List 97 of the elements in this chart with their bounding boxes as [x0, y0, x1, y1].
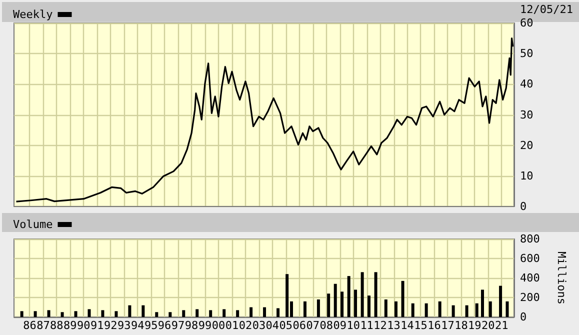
bar — [88, 309, 91, 317]
bar — [286, 274, 289, 317]
x-tick-label: 88 — [50, 319, 64, 332]
bar — [74, 311, 78, 317]
x-tick-label: 13 — [387, 319, 400, 332]
x-tick-label: 92 — [104, 319, 118, 332]
y-tick-label: 600 — [520, 252, 540, 265]
bar — [424, 303, 428, 317]
x-tick-label: 87 — [36, 319, 50, 332]
bar — [340, 292, 344, 317]
x-tick-label: 16 — [428, 319, 441, 332]
x-tick-label: 00 — [212, 319, 226, 332]
bar — [360, 272, 364, 317]
x-tick-label: 11 — [360, 319, 374, 332]
x-tick-label: 04 — [266, 319, 280, 332]
bar — [499, 286, 502, 317]
bar — [367, 296, 370, 317]
bar — [60, 312, 64, 317]
bar — [374, 272, 378, 317]
x-tick-label: 03 — [252, 319, 266, 332]
bar — [327, 294, 330, 317]
x-tick-label: 06 — [292, 319, 306, 332]
bar — [155, 312, 158, 317]
bar — [263, 307, 266, 317]
bar — [128, 305, 132, 317]
y-tick-label: 40 — [520, 78, 534, 91]
bar — [209, 310, 212, 317]
bar — [475, 303, 478, 317]
text: 12/05/21 — [520, 3, 574, 16]
x-tick-label: 86 — [23, 319, 36, 332]
x-tick-label: 10 — [346, 319, 360, 332]
bar — [276, 308, 280, 317]
bar — [316, 299, 320, 317]
legend-label: Weekly — [12, 8, 54, 21]
x-tick-label: 99 — [198, 319, 212, 332]
x-tick-label: 91 — [90, 319, 104, 332]
x-tick-label: 15 — [414, 319, 428, 332]
x-tick-label: 98 — [184, 319, 198, 332]
bar — [114, 311, 118, 317]
bar — [411, 303, 414, 317]
y-tick-label: 200 — [520, 291, 540, 304]
bar — [384, 299, 388, 317]
bar — [222, 309, 226, 317]
bar — [481, 290, 484, 317]
bar — [506, 301, 509, 317]
y-tick-label: 0 — [520, 310, 527, 324]
x-tick-label: 18 — [454, 319, 468, 332]
y-tick-label: 10 — [520, 169, 534, 182]
y-axis-title: Millions — [555, 252, 568, 304]
x-tick-label: 20 — [482, 319, 495, 332]
bar — [347, 276, 350, 317]
bar — [182, 310, 186, 317]
y-tick-label: 400 — [520, 272, 540, 284]
line-series — [15, 37, 514, 202]
bar — [250, 307, 253, 317]
x-tick-label: 96 — [158, 319, 172, 332]
bar — [465, 305, 468, 317]
x-tick-label: 01 — [225, 319, 239, 332]
y-tick-label: 60 — [520, 16, 534, 30]
y-tick-label: 30 — [520, 108, 534, 122]
bar — [168, 312, 172, 317]
x-tick-label: 97 — [171, 319, 185, 332]
bar — [101, 310, 104, 317]
bar — [452, 305, 455, 317]
bar — [334, 284, 337, 317]
x-tick-label: 09 — [333, 319, 346, 332]
bar — [236, 310, 240, 317]
bar — [20, 311, 24, 317]
x-tick-label: 02 — [238, 319, 252, 332]
y-tick-label: 800 — [520, 232, 540, 246]
bar — [394, 301, 398, 317]
x-tick-label: 95 — [144, 319, 158, 332]
bar — [438, 301, 442, 317]
x-tick-label: 08 — [320, 319, 333, 332]
x-tick-label: 17 — [441, 319, 454, 332]
bar — [488, 301, 492, 317]
x-tick-label: 12 — [374, 319, 387, 332]
y-tick-label: 0 — [520, 200, 527, 213]
x-tick-label: 14 — [400, 319, 414, 332]
legend-label: Volume — [12, 218, 53, 231]
x-tick-label: 19 — [468, 319, 482, 332]
bar — [354, 290, 358, 317]
bar — [47, 310, 50, 317]
bar — [196, 309, 199, 317]
x-tick-label: 21 — [495, 319, 508, 332]
bar — [142, 305, 145, 317]
bar — [303, 301, 306, 317]
x-tick-label: 89 — [64, 319, 77, 332]
x-tick-label: 94 — [130, 319, 145, 332]
x-tick-label: 07 — [306, 319, 320, 332]
x-tick-label: 05 — [279, 319, 293, 332]
x-tick-label: 90 — [77, 319, 90, 332]
bar — [401, 280, 404, 317]
y-tick-label: 20 — [520, 138, 534, 152]
bar — [34, 311, 37, 317]
y-tick-label: 50 — [520, 47, 534, 60]
x-tick-label: 93 — [118, 319, 131, 332]
